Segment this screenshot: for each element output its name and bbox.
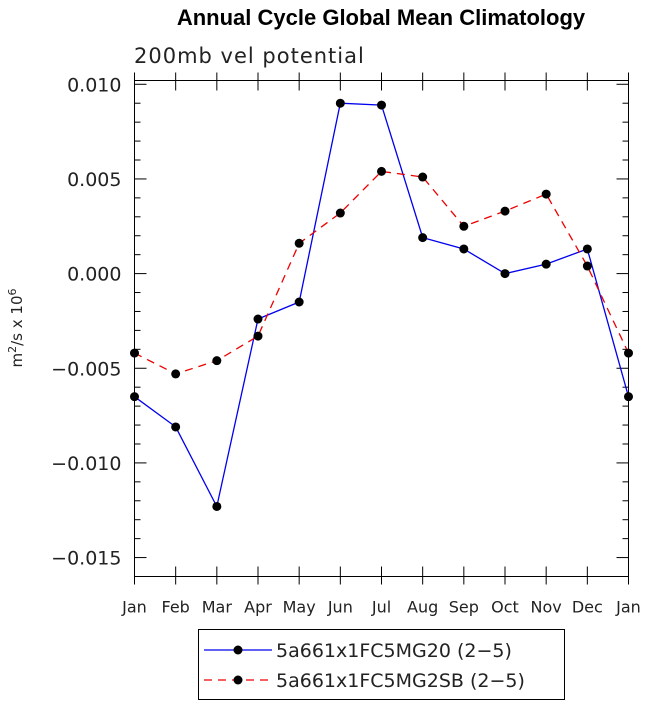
y-axis-label: m2/s x 106 bbox=[6, 289, 26, 368]
series-1-point bbox=[212, 501, 222, 511]
x-tick-label: Aug bbox=[407, 598, 438, 617]
legend-label-series-1: 5a661x1FC5MG20 (2−5) bbox=[276, 640, 512, 662]
x-tick-label: Feb bbox=[162, 598, 190, 617]
legend-marker-series-2 bbox=[233, 675, 243, 685]
series-2-point bbox=[171, 369, 181, 379]
series-2-point bbox=[624, 348, 633, 358]
x-tick-label: Jul bbox=[371, 598, 391, 617]
series-1-point bbox=[377, 100, 386, 110]
x-tick-label: May bbox=[283, 598, 316, 617]
series-2-point bbox=[377, 166, 386, 176]
x-tick-label: Mar bbox=[202, 598, 233, 617]
series-line-1 bbox=[134, 102, 630, 509]
series-1-point bbox=[500, 269, 510, 279]
series-1-point bbox=[624, 392, 633, 402]
series-2-point bbox=[294, 238, 304, 248]
series-2-point bbox=[541, 189, 551, 199]
y-tick-label: −0.015 bbox=[51, 548, 121, 570]
legend: 5a661x1FC5MG20 (2−5) 5a661x1FC5MG2SB (2−… bbox=[198, 629, 565, 700]
x-tick-label: Sep bbox=[449, 598, 479, 617]
y-tick-label: −0.005 bbox=[51, 358, 121, 380]
series-line-2 bbox=[134, 170, 630, 375]
series-1-point bbox=[294, 297, 304, 307]
x-tick-label: Dec bbox=[572, 598, 603, 617]
series-1-point bbox=[171, 422, 181, 432]
y-axis: −0.015 −0.010 −0.005 0.000 0.005 0.010 bbox=[51, 74, 629, 577]
legend-label-series-2: 5a661x1FC5MG2SB (2−5) bbox=[276, 670, 525, 692]
legend-box bbox=[198, 629, 565, 700]
x-tick-label: Jan bbox=[121, 598, 147, 617]
y-tick-label: −0.010 bbox=[51, 453, 121, 475]
x-tick-label: Apr bbox=[244, 598, 272, 617]
series-1-point bbox=[541, 259, 551, 269]
series-1-point bbox=[459, 244, 469, 254]
x-axis: Jan Feb Mar Apr May Jun Jul Aug Sep Oct Nov Dec Jan bbox=[121, 72, 641, 617]
x-tick-label: Oct bbox=[491, 598, 519, 617]
series-layer bbox=[130, 98, 633, 511]
series-1-point bbox=[582, 244, 592, 254]
x-tick-label: Jun bbox=[327, 598, 353, 617]
series-2-point bbox=[582, 261, 592, 271]
y-tick-label: 0.000 bbox=[67, 264, 121, 286]
series-1-point bbox=[253, 314, 263, 324]
series-2-point bbox=[459, 221, 469, 231]
series-2-point bbox=[500, 206, 510, 216]
y-tick-label: 0.010 bbox=[67, 74, 121, 96]
plot-frame bbox=[134, 80, 629, 577]
series-2-point bbox=[212, 356, 222, 366]
legend-marker-series-1 bbox=[233, 645, 243, 655]
series-2-point bbox=[253, 331, 263, 341]
chart-subtitle: 200mb vel potential bbox=[134, 44, 365, 68]
x-tick-label: Nov bbox=[531, 598, 562, 617]
chart-title: Annual Cycle Global Mean Climatology bbox=[177, 5, 586, 30]
series-2-point bbox=[130, 348, 139, 358]
series-1-point bbox=[418, 233, 428, 243]
series-1-point bbox=[130, 392, 139, 402]
y-tick-label: 0.005 bbox=[67, 169, 121, 191]
series-2-point bbox=[418, 172, 428, 182]
x-tick-label: Jan bbox=[615, 598, 641, 617]
series-1-point bbox=[335, 98, 345, 108]
series-2-point bbox=[335, 208, 345, 218]
